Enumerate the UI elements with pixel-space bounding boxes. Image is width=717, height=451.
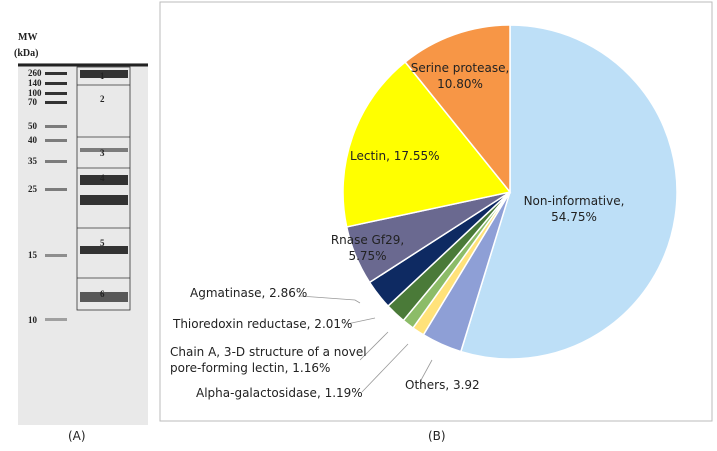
marker-label: 260 bbox=[28, 68, 42, 78]
marker-label: 140 bbox=[28, 78, 42, 88]
marker-label: 35 bbox=[28, 156, 37, 166]
gel-bands bbox=[45, 70, 128, 321]
marker-label: 10 bbox=[28, 315, 37, 325]
slice-label: Rnase Gf29, 5.75% bbox=[330, 233, 405, 263]
band-number: 6 bbox=[100, 289, 105, 299]
slice-label: Agmatinase, 2.86% bbox=[190, 286, 308, 300]
band-number: 3 bbox=[100, 148, 105, 158]
slice-label: Lectin, 17.55% bbox=[350, 149, 440, 163]
slice-label: Thioredoxin reductase, 2.01% bbox=[173, 317, 353, 331]
panel-frame bbox=[159, 1, 713, 422]
marker-label: 40 bbox=[28, 135, 37, 145]
gel-image bbox=[18, 63, 148, 425]
marker-label: 70 bbox=[28, 97, 37, 107]
slice-label: Serine protease, 10.80% bbox=[410, 61, 510, 91]
marker-label: 25 bbox=[28, 184, 37, 194]
lane-box bbox=[76, 66, 131, 311]
panel-label: (B) bbox=[428, 429, 446, 443]
leader-lines bbox=[299, 295, 433, 393]
pie-slice bbox=[342, 60, 512, 228]
slice-label: Others, 3.92 bbox=[405, 378, 480, 392]
slice-label: Alpha-galactosidase, 1.19% bbox=[196, 386, 363, 400]
band-number: 5 bbox=[100, 238, 105, 248]
band-number: 4 bbox=[100, 173, 105, 183]
pie-slice bbox=[459, 24, 678, 360]
band-number: 2 bbox=[100, 94, 105, 104]
unit-label: (kDa) bbox=[14, 48, 39, 59]
marker-label: 15 bbox=[28, 250, 37, 260]
slice-label: Non-informative, 54.75% bbox=[523, 194, 625, 224]
pie-slice bbox=[404, 24, 511, 195]
panel-label: (A) bbox=[68, 429, 86, 443]
marker-label: 50 bbox=[28, 121, 37, 131]
mw-label: MW bbox=[18, 32, 38, 43]
marker-label: 100 bbox=[28, 88, 42, 98]
slice-label: Chain A, 3-D structure of a novel pore-f… bbox=[170, 345, 367, 375]
band-number: 1 bbox=[100, 71, 105, 81]
lane-dividers bbox=[77, 84, 130, 279]
